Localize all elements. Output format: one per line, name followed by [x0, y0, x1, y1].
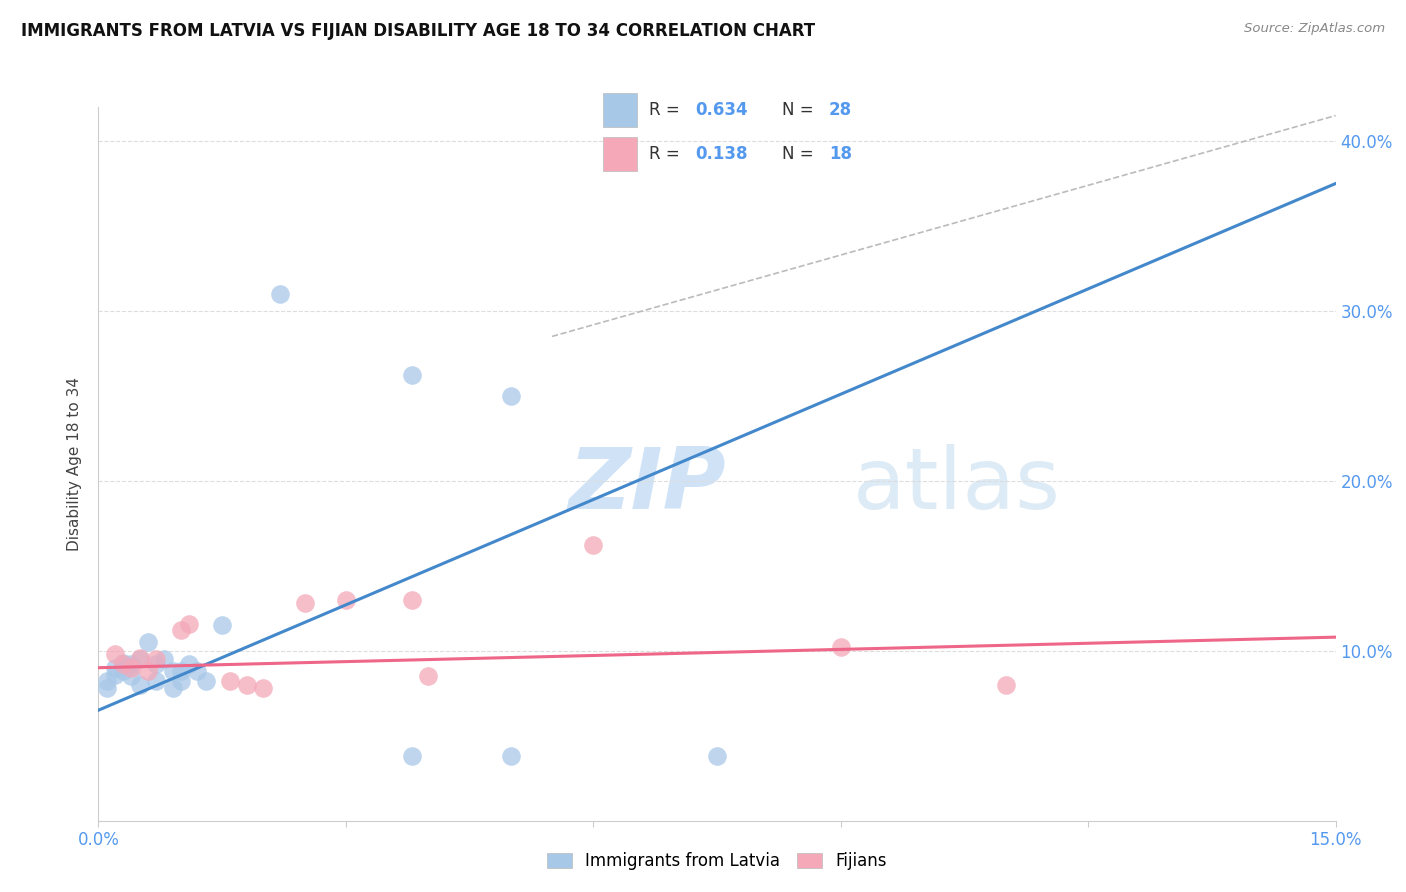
Point [582, 538, 605, 552]
Point [499, 389, 522, 403]
Point [401, 368, 423, 383]
Point [96, 681, 118, 695]
Point [162, 681, 184, 695]
Point [128, 678, 150, 692]
Text: 28: 28 [828, 101, 852, 119]
Point [994, 678, 1017, 692]
Point [145, 657, 167, 672]
Text: 0.634: 0.634 [696, 101, 748, 119]
Point [170, 664, 193, 678]
Point [418, 669, 440, 683]
Point [179, 616, 201, 631]
Point [706, 749, 728, 764]
Text: N =: N = [782, 101, 820, 119]
Point [269, 287, 291, 301]
Point [136, 635, 159, 649]
Point [120, 661, 142, 675]
Legend: Immigrants from Latvia, Fijians: Immigrants from Latvia, Fijians [540, 846, 894, 877]
Point [252, 681, 274, 695]
Point [120, 669, 142, 683]
Point [96, 674, 118, 689]
Point [128, 652, 150, 666]
Point [153, 652, 176, 666]
Point [211, 618, 233, 632]
Text: atlas: atlas [853, 443, 1062, 527]
Text: Source: ZipAtlas.com: Source: ZipAtlas.com [1244, 22, 1385, 36]
Point [236, 678, 259, 692]
Point [112, 664, 135, 678]
Point [162, 664, 184, 678]
Point [194, 674, 217, 689]
Point [104, 667, 127, 681]
Point [401, 592, 423, 607]
Text: N =: N = [782, 145, 820, 163]
Point [170, 674, 193, 689]
Point [120, 657, 142, 672]
Text: R =: R = [650, 145, 690, 163]
Text: R =: R = [650, 101, 685, 119]
FancyBboxPatch shape [603, 93, 637, 127]
Point [136, 664, 159, 678]
Y-axis label: Disability Age 18 to 34: Disability Age 18 to 34 [67, 376, 83, 551]
Point [170, 624, 193, 638]
Point [104, 647, 127, 661]
FancyBboxPatch shape [603, 137, 637, 171]
Point [179, 657, 201, 672]
Text: 18: 18 [828, 145, 852, 163]
Point [335, 592, 357, 607]
Point [186, 664, 208, 678]
Point [128, 650, 150, 665]
Point [145, 674, 167, 689]
Point [145, 652, 167, 666]
Point [219, 674, 242, 689]
Text: IMMIGRANTS FROM LATVIA VS FIJIAN DISABILITY AGE 18 TO 34 CORRELATION CHART: IMMIGRANTS FROM LATVIA VS FIJIAN DISABIL… [21, 22, 815, 40]
Point [104, 661, 127, 675]
Point [830, 640, 852, 655]
Point [401, 749, 423, 764]
Text: 0.138: 0.138 [696, 145, 748, 163]
Text: ZIP: ZIP [568, 443, 727, 527]
Point [294, 596, 316, 610]
Point [499, 749, 522, 764]
Point [112, 657, 135, 672]
Point [112, 656, 135, 670]
